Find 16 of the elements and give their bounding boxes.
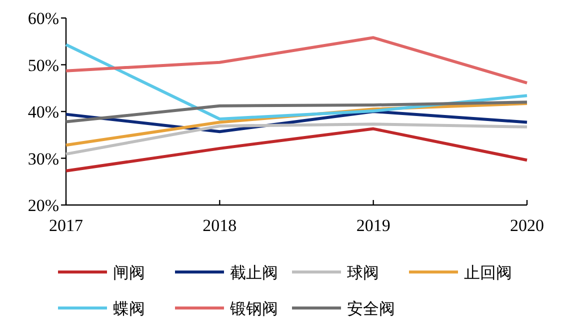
x-tick-label: 2019 <box>356 216 390 235</box>
y-tick-label: 20% <box>28 196 59 215</box>
legend-label: 止回阀 <box>464 264 512 282</box>
x-tick-label: 2020 <box>510 216 544 235</box>
y-tick-label: 40% <box>28 102 59 122</box>
legend-label: 球阀 <box>347 264 379 282</box>
legend-label: 锻钢阀 <box>229 300 278 318</box>
legend-label: 闸阀 <box>113 264 145 282</box>
legend-label: 蝶阀 <box>113 300 145 318</box>
y-tick-label: 60% <box>28 9 59 28</box>
y-tick-label: 30% <box>28 149 59 168</box>
x-tick-label: 2018 <box>202 216 237 235</box>
legend-label: 安全阀 <box>347 300 395 318</box>
y-tick-label: 50% <box>28 56 59 75</box>
legend-label: 截止阀 <box>230 264 278 282</box>
x-tick-label: 2017 <box>49 216 84 235</box>
